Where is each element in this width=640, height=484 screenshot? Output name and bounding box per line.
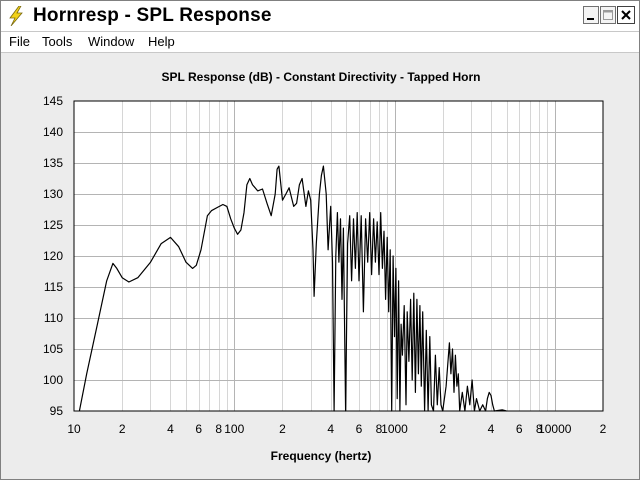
x-tick-label: 6 xyxy=(356,422,363,436)
x-tick-label: 10 xyxy=(67,422,81,436)
x-tick-label: 2 xyxy=(600,422,607,436)
plot-frame xyxy=(73,100,604,412)
menu-help[interactable]: Help xyxy=(148,34,175,49)
close-button[interactable] xyxy=(617,6,635,24)
x-tick-label: 100 xyxy=(224,422,244,436)
x-tick-label: 8 xyxy=(376,422,383,436)
y-tick-label: 135 xyxy=(43,156,63,170)
x-tick-label: 8 xyxy=(536,422,543,436)
y-tick-label: 110 xyxy=(44,311,63,325)
y-tick-label: 95 xyxy=(50,404,64,418)
y-tick-label: 115 xyxy=(44,280,63,294)
minimize-button[interactable] xyxy=(583,6,599,24)
y-tick-label: 100 xyxy=(43,373,63,387)
title-bar[interactable]: Hornresp - SPL Response xyxy=(1,1,639,32)
x-tick-label: 4 xyxy=(488,422,495,436)
x-tick-label: 2 xyxy=(439,422,446,436)
y-tick-label: 125 xyxy=(43,218,63,232)
y-tick-label: 105 xyxy=(43,342,63,356)
y-tick-label: 145 xyxy=(43,94,63,108)
menu-file[interactable]: File xyxy=(9,34,30,49)
minimize-icon xyxy=(587,18,594,20)
close-icon xyxy=(621,10,631,20)
y-tick-label: 140 xyxy=(43,125,63,139)
x-axis-label: Frequency (hertz) xyxy=(271,449,372,463)
plot-panel: SPL Response (dB) - Constant Directivity… xyxy=(1,53,639,479)
lightning-bolt-icon xyxy=(9,6,23,26)
series-layer xyxy=(78,165,507,412)
x-tick-label: 4 xyxy=(327,422,334,436)
x-tick-label: 6 xyxy=(516,422,523,436)
y-axis-ticks: 145 140 135 130 125 120 115 110 105 100 95 xyxy=(43,94,63,418)
x-tick-label: 2 xyxy=(119,422,126,436)
x-tick-label: 2 xyxy=(279,422,286,436)
y-tick-label: 120 xyxy=(43,249,63,263)
menu-bar: File Tools Window Help xyxy=(1,32,639,53)
x-tick-label: 10000 xyxy=(538,422,572,436)
chart-title: SPL Response (dB) - Constant Directivity… xyxy=(162,70,481,84)
x-tick-label: 8 xyxy=(215,422,222,436)
window-controls xyxy=(582,6,635,24)
x-tick-label: 4 xyxy=(167,422,174,436)
menu-tools[interactable]: Tools xyxy=(42,34,73,49)
maximize-button[interactable] xyxy=(600,6,616,24)
window-title: Hornresp - SPL Response xyxy=(33,5,272,26)
y-tick-label: 130 xyxy=(43,187,63,201)
maximize-icon xyxy=(603,10,613,20)
x-tick-label: 6 xyxy=(195,422,202,436)
menu-window[interactable]: Window xyxy=(88,34,135,49)
spl-response-chart: SPL Response (dB) - Constant Directivity… xyxy=(43,70,607,463)
spl-response-line xyxy=(78,165,507,412)
x-tick-label: 1000 xyxy=(381,422,408,436)
